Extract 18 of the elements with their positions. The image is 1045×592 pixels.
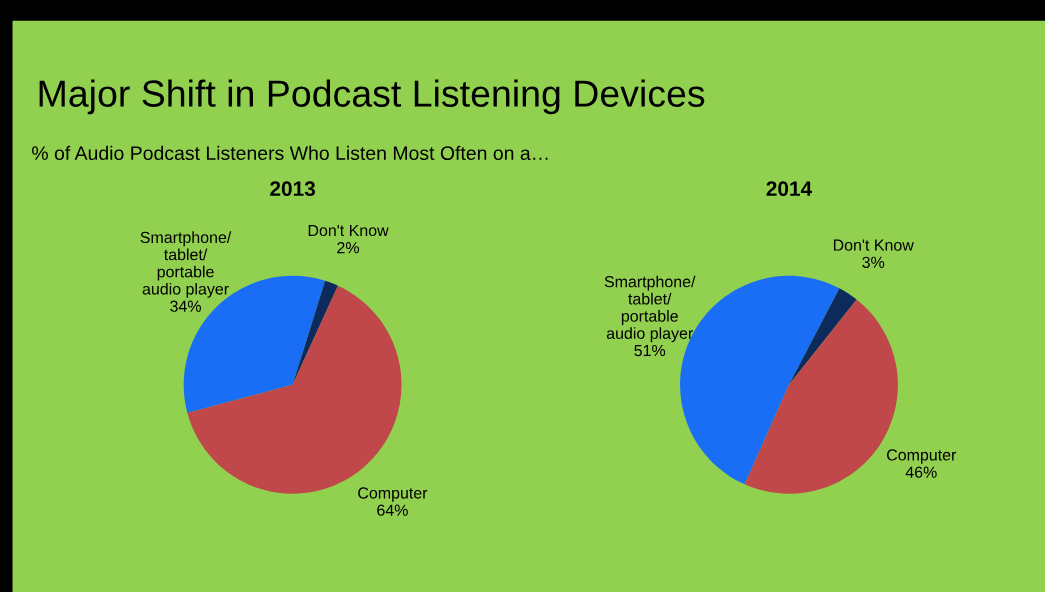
text: % of Audio Podcast Listeners Who Listen Most Often on a… [32, 145, 548, 161]
chart-title: 2014 [766, 181, 813, 197]
data-label: 2% [337, 241, 360, 254]
slice-label: Smartphone/ tablet/ portable audio player [604, 275, 696, 343]
data-label: 34% [170, 300, 201, 312]
chart-title: 2013 [270, 181, 316, 197]
slice-label: Don't Know [833, 239, 914, 251]
data-label: 64% [377, 504, 408, 516]
slice-label: Computer [358, 487, 428, 502]
data-label: 51% [634, 344, 666, 357]
data-label: 3% [862, 256, 885, 268]
slice-label: Computer [887, 449, 957, 464]
text: Major Shift in Podcast Listening Devices [39, 79, 705, 115]
slice-label: Don't Know [308, 224, 389, 237]
data-label: 46% [905, 466, 937, 478]
slice-label: Smartphone/ tablet/ portable audio player [140, 231, 232, 298]
pie-slice [292, 280, 338, 385]
pie-slice [788, 288, 857, 385]
